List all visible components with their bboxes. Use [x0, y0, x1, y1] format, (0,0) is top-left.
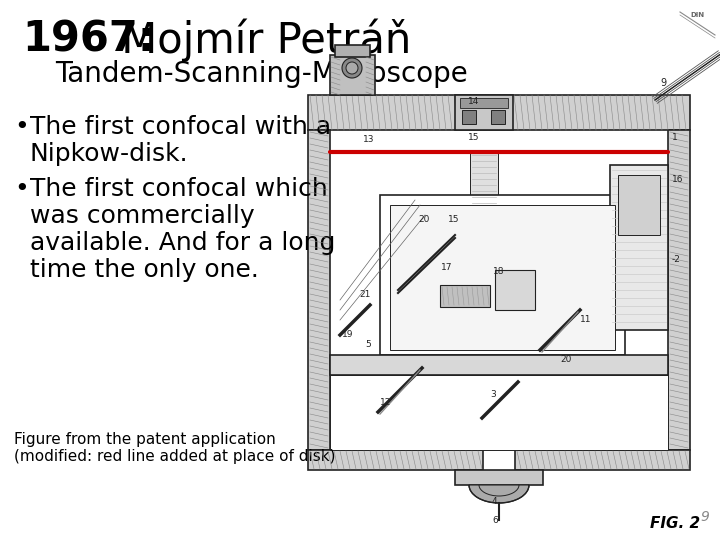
Bar [440, 285, 490, 307]
Text: 17: 17 [441, 263, 452, 272]
Text: 1967:: 1967: [22, 18, 155, 60]
Text: The first confocal which: The first confocal which [30, 177, 328, 201]
Text: 15: 15 [468, 133, 480, 142]
Bar [330, 355, 668, 375]
Polygon shape [469, 485, 529, 503]
Text: 5: 5 [365, 340, 371, 349]
Text: 16: 16 [672, 175, 683, 184]
Text: DIN: DIN [690, 12, 704, 18]
Bar [462, 110, 476, 124]
Text: 11: 11 [580, 315, 592, 324]
Bar [380, 195, 625, 355]
Bar [491, 110, 505, 124]
Text: 20: 20 [418, 215, 429, 224]
Bar [460, 98, 508, 108]
Bar [308, 450, 483, 470]
Bar [470, 152, 498, 257]
Circle shape [346, 62, 358, 74]
Bar [390, 205, 615, 350]
Bar [308, 130, 330, 450]
Bar [515, 450, 690, 470]
Bar [330, 130, 668, 450]
Text: 12: 12 [380, 398, 392, 407]
Text: available. And for a long: available. And for a long [30, 231, 336, 255]
Text: 6: 6 [492, 516, 498, 525]
Text: Nipkow-disk.: Nipkow-disk. [30, 142, 189, 166]
Text: 4: 4 [492, 497, 498, 506]
Bar [308, 95, 690, 130]
Text: 15: 15 [448, 215, 459, 224]
Bar [330, 55, 375, 95]
Bar [610, 165, 668, 330]
Text: Mojmír Petráň: Mojmír Petráň [108, 18, 411, 62]
Bar [455, 470, 543, 485]
Bar [335, 45, 370, 57]
Text: 14: 14 [468, 97, 480, 106]
Bar [668, 130, 690, 450]
Circle shape [342, 58, 362, 78]
Text: 1: 1 [672, 133, 678, 142]
Text: 9: 9 [660, 78, 666, 88]
Bar [618, 175, 660, 235]
Text: time the only one.: time the only one. [30, 258, 259, 282]
Text: 9: 9 [700, 510, 709, 524]
Bar [455, 95, 513, 130]
Text: •: • [14, 115, 29, 139]
Text: 20: 20 [560, 355, 572, 364]
Text: 3: 3 [490, 390, 496, 399]
Text: 19: 19 [342, 330, 354, 339]
Bar [330, 375, 668, 450]
Text: (modified: red line added at place of disk): (modified: red line added at place of di… [14, 449, 336, 464]
Text: FIG. 2: FIG. 2 [650, 516, 700, 531]
Text: Tandem-Scanning-Microscope: Tandem-Scanning-Microscope [55, 60, 468, 88]
Text: 21: 21 [359, 290, 371, 299]
Text: Figure from the patent application: Figure from the patent application [14, 432, 276, 447]
Text: was commercially: was commercially [30, 204, 255, 228]
Text: 18: 18 [493, 267, 505, 276]
Text: The first confocal with a: The first confocal with a [30, 115, 331, 139]
Text: -2: -2 [672, 255, 681, 264]
Text: •: • [14, 177, 29, 201]
Text: 13: 13 [362, 135, 374, 144]
Bar [495, 270, 535, 310]
